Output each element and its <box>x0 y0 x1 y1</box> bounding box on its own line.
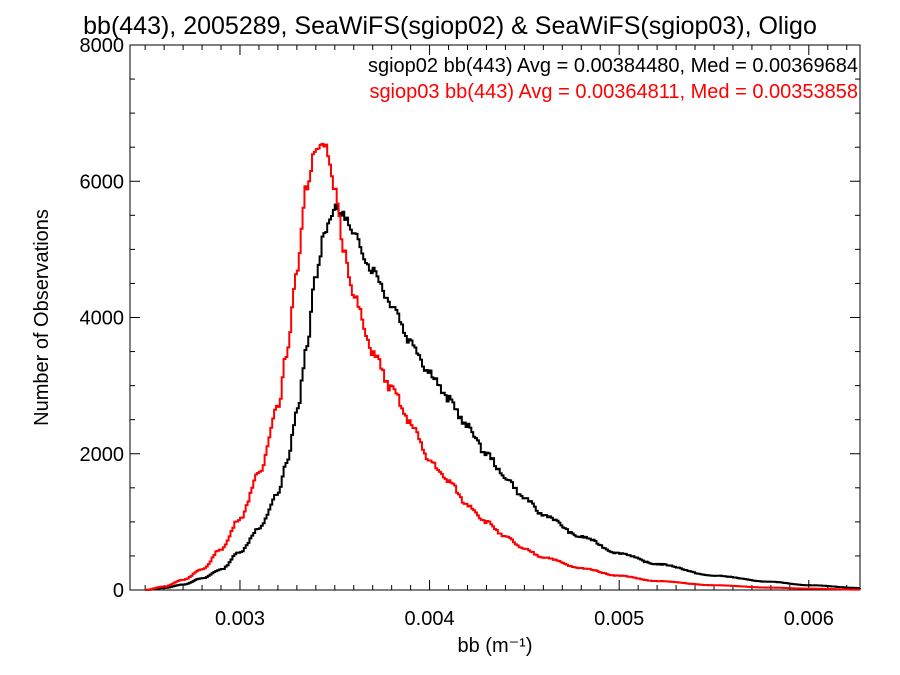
y-tick-label: 6000 <box>80 171 125 193</box>
legend-entry-sgiop02: sgiop02 bb(443) Avg = 0.00384480, Med = … <box>368 55 858 77</box>
plot-frame <box>129 44 861 591</box>
x-tick-label: 0.005 <box>594 608 644 630</box>
y-tick-label: 8000 <box>80 35 125 57</box>
y-axis-label: Number of Observations <box>31 209 53 426</box>
y-tick-label: 2000 <box>80 444 125 466</box>
x-tick-label: 0.004 <box>405 608 455 630</box>
x-tick-label: 0.006 <box>784 608 834 630</box>
x-axis-label: bb (m⁻¹) <box>458 635 533 657</box>
axis-ticks <box>130 44 860 591</box>
x-tick-label: 0.003 <box>215 608 265 630</box>
legend-entry-sgiop03: sgiop03 bb(443) Avg = 0.00364811, Med = … <box>369 81 858 103</box>
y-tick-label: 0 <box>113 580 124 602</box>
tick-labels: 0.003 0.004 0.005 0.006 0 2000 4000 6000 8000 <box>80 35 834 630</box>
series-line-sgiop03 <box>145 142 860 591</box>
series-layer <box>145 142 861 591</box>
series-line-sgiop02 <box>145 203 861 591</box>
chart-title: bb(443), 2005289, SeaWiFS(sgiop02) & Sea… <box>83 12 817 40</box>
legend: sgiop02 bb(443) Avg = 0.00384480, Med = … <box>368 55 858 103</box>
y-tick-label: 4000 <box>80 308 125 330</box>
